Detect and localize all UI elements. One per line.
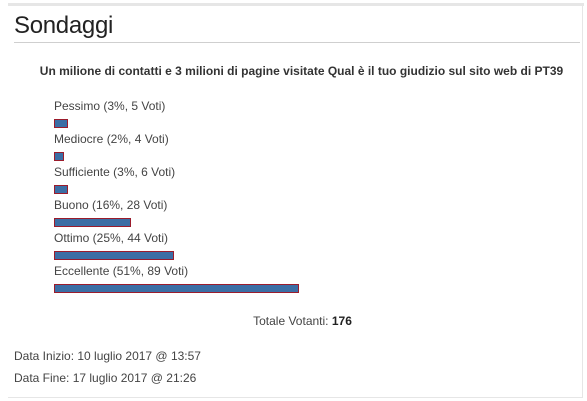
answer-label: Pessimo (3%, 5 Voti) [54,99,166,113]
poll-answer: Sufficiente (3%, 6 Voti) [54,165,534,198]
title-divider [14,42,580,43]
answer-label: Sufficiente (3%, 6 Voti) [54,165,176,179]
poll-answer: Eccellente (51%, 89 Voti) [54,264,534,297]
total-voters: Totale Votanti: 176 [0,314,587,328]
poll-widget [8,6,583,398]
top-divider [8,3,584,6]
total-voters-value: 176 [331,314,352,328]
answer-bar [54,284,299,293]
poll-question: Un milione di contatti e 3 milioni di pa… [39,64,564,78]
poll-answers: Pessimo (3%, 5 Voti) Mediocre (2%, 4 Vot… [54,99,534,297]
answer-bar [54,251,174,260]
answer-label: Ottimo (25%, 44 Voti) [54,231,169,245]
answer-label: Mediocre (2%, 4 Voti) [54,132,169,146]
answer-label: Eccellente (51%, 89 Voti) [54,264,189,278]
widget-title: Sondaggi [14,12,114,39]
poll-start-date: Data Inizio: 10 luglio 2017 @ 13:57 [14,349,201,363]
poll-answer: Mediocre (2%, 4 Voti) [54,132,534,165]
answer-bar [54,119,68,128]
poll-end-date: Data Fine: 17 luglio 2017 @ 21:26 [14,371,197,385]
total-voters-label: Totale Votanti: [253,314,329,328]
poll-answer: Buono (16%, 28 Voti) [54,198,534,231]
poll-answer: Pessimo (3%, 5 Voti) [54,99,534,132]
answer-bar [54,185,68,194]
poll-answer: Ottimo (25%, 44 Voti) [54,231,534,264]
answer-bar [54,218,131,227]
answer-bar [54,152,64,161]
answer-label: Buono (16%, 28 Voti) [54,198,168,212]
